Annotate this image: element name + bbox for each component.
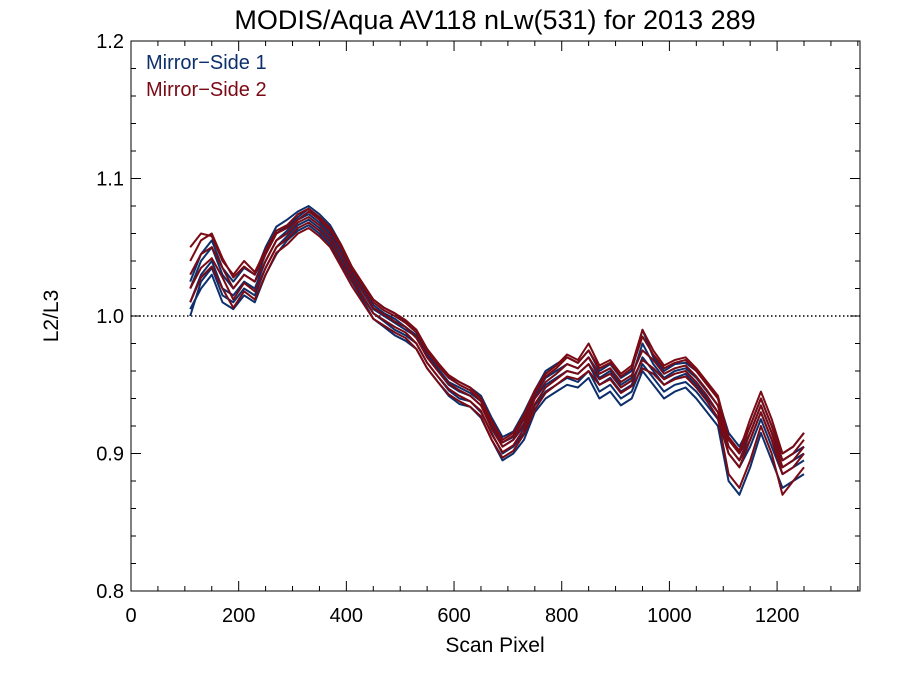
mirror-side-2-line-7 xyxy=(189,221,805,476)
x-tick-label: 600 xyxy=(437,605,470,627)
legend-mirror-side-2: Mirror−Side 2 xyxy=(146,79,267,101)
x-tick-label: 1000 xyxy=(647,605,692,627)
legend-mirror-side-1: Mirror−Side 1 xyxy=(146,52,267,74)
axis-ticks xyxy=(130,40,860,592)
tick-labels: 0 200 400 600 800 1000 1200 0.8 0.9 1.0 1.1 1.2 xyxy=(96,31,799,627)
mirror-side-2-line-6 xyxy=(189,210,805,462)
y-tick-label: 0.8 xyxy=(96,581,124,603)
mirror-side-2-line-5 xyxy=(189,216,805,469)
mirror-side-1-line-4 xyxy=(189,224,805,496)
y-tick-label: 1.2 xyxy=(96,31,124,53)
mirror-side-2-line-8 xyxy=(189,207,805,455)
x-tick-label: 0 xyxy=(125,605,136,627)
y-axis-label: L2/L3 xyxy=(40,290,63,343)
x-tick-label: 400 xyxy=(330,605,363,627)
x-tick-label: 200 xyxy=(222,605,255,627)
y-tick-label: 1.1 xyxy=(96,169,124,191)
chart-title: MODIS/Aqua AV118 nLw(531) for 2013 289 xyxy=(234,5,755,35)
y-tick-label: 0.9 xyxy=(96,444,124,466)
series-group xyxy=(189,205,805,496)
mirror-side-2-line-9 xyxy=(189,227,805,496)
x-axis-label: Scan Pixel xyxy=(445,634,544,657)
x-tick-label: 800 xyxy=(545,605,578,627)
x-tick-label: 1200 xyxy=(755,605,800,627)
y-tick-label: 1.0 xyxy=(96,306,124,328)
